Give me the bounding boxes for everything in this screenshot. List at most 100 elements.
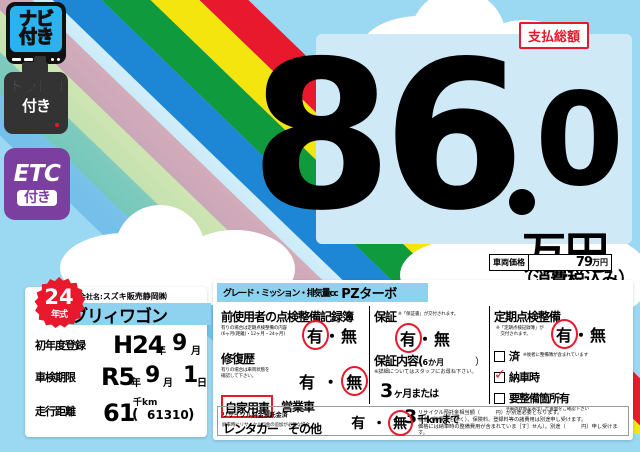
year-badge: 24 年式 bbox=[33, 277, 85, 329]
vehicle-details-panel: グレード・ミッション・排気量cc PZターボ 前使用者の点検整備記録簿 有りの場… bbox=[213, 280, 633, 440]
column-periodic-inspection: 定期点検整備 ※「定期点検記録簿」が 交付されます。 有・無 済 ※後者に整備簿… bbox=[489, 306, 629, 412]
panel-backdrop bbox=[316, 34, 632, 244]
badge-etc-line1: ETC bbox=[13, 160, 61, 187]
price-display: 86 0 万円 （消費税込み） bbox=[250, 35, 636, 291]
price-integer: 86 bbox=[250, 18, 525, 256]
row-mileage: 走行距離 61 千km ( 61310 ) bbox=[25, 397, 207, 427]
inspection-expiry-day-unit: 日 bbox=[197, 378, 207, 389]
checkbox-done-icon[interactable] bbox=[494, 350, 505, 362]
vehicle-price-value: 79 bbox=[575, 255, 593, 270]
warranty-content-label: 保証内容( bbox=[374, 354, 423, 368]
inspection-yes[interactable]: 有 bbox=[550, 319, 579, 349]
recycle-note-line1: リサイクル預託金相当額（ 円）が別途必要となります。 bbox=[418, 410, 563, 416]
warranty-content-close: ） bbox=[475, 357, 485, 368]
vehicle-price-box: 車両価格 79 万円 bbox=[489, 254, 612, 271]
first-registration-year-unit: 年 bbox=[156, 346, 166, 357]
total-payment-text: 支払総額 bbox=[528, 30, 581, 45]
checkbox-delivery-icon[interactable] bbox=[494, 367, 505, 383]
warranty-months-unit: ヶ月または bbox=[393, 388, 439, 400]
mileage-unit: 千km bbox=[133, 398, 158, 408]
badge-drive-line2: 付き bbox=[21, 97, 51, 115]
record-note: 有りの場合は定期点検整備の内容 (6ヶ月(距離)・12ヶ月・24ヶ月) bbox=[221, 326, 287, 338]
navi-dot-group bbox=[51, 58, 60, 61]
inspection-expiry-year-unit: 年 bbox=[131, 378, 141, 389]
warranty-yes[interactable]: 有 bbox=[394, 323, 423, 353]
checkbox-needs-repair-icon[interactable] bbox=[494, 392, 505, 404]
use-option-other[interactable]: その他 bbox=[288, 422, 322, 436]
grade-bar: グレード・ミッション・排気量cc PZターボ bbox=[217, 283, 428, 302]
first-registration-month: 9 bbox=[172, 331, 188, 356]
checkbox-row-done[interactable]: 済 ※後者に整備簿が含まれています bbox=[494, 348, 625, 364]
checkbox-row-delivery[interactable]: 納車時 bbox=[494, 367, 625, 385]
mileage-paren-close: ) bbox=[188, 407, 195, 423]
checkbox-delivery-label: 納車時 bbox=[509, 371, 540, 384]
model-name-bar: エブリィワゴン bbox=[49, 303, 211, 327]
warranty-no[interactable]: 無 bbox=[434, 330, 452, 349]
inspection-title-note: ※「定期点検記録簿」が 交付されます。 bbox=[496, 326, 544, 338]
checkbox-row-needs-repair[interactable]: 要整備箇所有 bbox=[494, 390, 625, 406]
badge-drive-recorder: ドラレコ 付き bbox=[4, 56, 68, 134]
recycle-note-line3: 価格には納車時の整備費用が含まれていま［す］せん）。別途（ 円）申し受けます。 bbox=[418, 423, 618, 437]
repair-separator: ・ bbox=[322, 373, 340, 392]
row-first-registration: 初年度登録 H24 年 9 月 bbox=[25, 331, 207, 359]
seller-label: 販売会社名: bbox=[65, 293, 103, 301]
use-option-business[interactable]: 営業車 bbox=[281, 400, 315, 414]
first-registration-month-unit: 月 bbox=[191, 346, 201, 357]
checkbox-needs-repair-label: 要整備箇所有 bbox=[509, 392, 570, 405]
inspection-expiry-month: 9 bbox=[145, 363, 161, 388]
decimal-point bbox=[509, 189, 535, 215]
recycle-yes[interactable]: 有 bbox=[351, 416, 367, 432]
inspection-expiry-year: R5 bbox=[101, 363, 135, 391]
checkbox-needs-repair-note: ※車両状態を表示した書面をご確認下さい bbox=[506, 407, 589, 412]
mileage-exact: 61310 bbox=[147, 408, 189, 422]
warranty-content-value: 6か月 bbox=[422, 358, 445, 367]
use-option-private[interactable]: 自家用車 bbox=[225, 401, 270, 415]
model-name: エブリィワゴン bbox=[55, 306, 168, 327]
inspection-expiry-day: 1 bbox=[183, 363, 199, 388]
record-yes[interactable]: 有 bbox=[301, 320, 330, 350]
record-no[interactable]: 無 bbox=[341, 327, 359, 346]
mileage-paren-open: ( bbox=[132, 407, 139, 423]
inspection-no[interactable]: 無 bbox=[590, 326, 608, 345]
recycle-left-note: 廃車時にリサイクル料金の追加が必要な場合 bbox=[222, 423, 310, 428]
badge-navi-line1: ナビ bbox=[18, 9, 54, 30]
warranty-months-number: 3 bbox=[380, 379, 394, 402]
column-maintenance-record: 前使用者の点検整備記録簿 有りの場合は定期点検整備の内容 (6ヶ月(距離)・12… bbox=[217, 306, 369, 436]
repair-yes[interactable]: 有 bbox=[299, 373, 317, 392]
repair-title: 修復歴 bbox=[221, 352, 255, 366]
column-warranty: 保証 ※「保証書」が交付されます。 有・無 保証内容( 6か月 ） ※詳細につい… bbox=[369, 306, 489, 428]
row-inspection-expiry: 車検期限 R5 年 9 月 1 日 bbox=[25, 363, 207, 391]
warranty-title-note: ※「保証書」が交付されます。 bbox=[398, 312, 459, 317]
recycle-left-title: リサイクル料金預託金済 bbox=[222, 412, 288, 419]
inspection-expiry-month-unit: 月 bbox=[163, 378, 173, 389]
mileage-value: 61 bbox=[103, 399, 135, 427]
inspection-title: 定期点検整備 bbox=[494, 310, 561, 324]
badge-etc-line2: 付き bbox=[24, 189, 51, 206]
repair-note: 有りの場合は車両状態を 確認して下さい。 bbox=[221, 368, 270, 380]
warranty-title: 保証 bbox=[374, 310, 397, 324]
vehicle-price-label: 車両価格 bbox=[490, 255, 529, 270]
camera-body-icon bbox=[22, 62, 48, 74]
inspection-expiry-label: 車検期限 bbox=[35, 371, 76, 384]
recycle-separator: ・ bbox=[372, 416, 388, 432]
price-decimal: 0 bbox=[535, 66, 625, 215]
badge-drive-line1: ドラレコ bbox=[8, 77, 65, 95]
record-dot-icon bbox=[55, 123, 59, 127]
badge-navi-line2: 付き bbox=[18, 27, 54, 48]
use-option-rental[interactable]: レンタカー bbox=[223, 422, 279, 436]
first-registration-year: H24 bbox=[113, 331, 164, 359]
mileage-label: 走行距離 bbox=[35, 405, 76, 418]
recycle-note-line2: 税金（消費税を除く）、保険料、登録料等の諸費用は別途申し受けます。 bbox=[418, 416, 587, 423]
vehicle-price-unit: 万円 bbox=[592, 258, 608, 267]
year-badge-suffix: 年式 bbox=[50, 310, 68, 320]
seller-row: 販売会社名:スズキ販売静岡㈱ bbox=[65, 291, 167, 302]
recycle-no[interactable]: 無 bbox=[388, 410, 413, 436]
seller-name: スズキ販売静岡㈱ bbox=[102, 292, 167, 301]
first-registration-label: 初年度登録 bbox=[35, 339, 86, 352]
checkbox-done-label: 済 bbox=[509, 350, 520, 363]
vehicle-info-card: 24 年式 販売会社名:スズキ販売静岡㈱ エブリィワゴン 初年度登録 H24 年… bbox=[25, 277, 211, 437]
repair-no[interactable]: 無 bbox=[341, 366, 369, 396]
recycle-fee-row: リサイクル料金預託金済 廃車時にリサイクル料金の追加が必要な場合 有 ・ 無 リ… bbox=[217, 406, 629, 436]
checkbox-done-note: ※後者に整備簿が含まれています bbox=[523, 352, 589, 358]
